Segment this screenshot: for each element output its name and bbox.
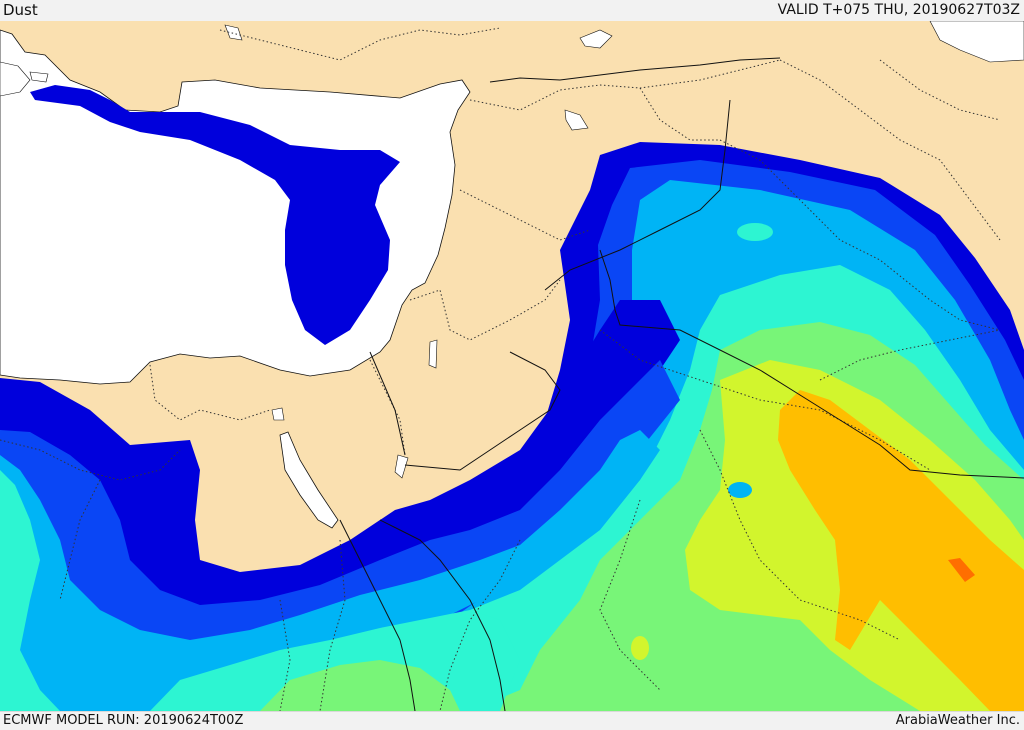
major-borders bbox=[339, 57, 1024, 711]
map-title: Dust bbox=[3, 1, 38, 19]
dust-plume-southwest bbox=[0, 300, 680, 711]
header-bar: Dust VALID T+075 THU, 20190627T03Z bbox=[0, 0, 1024, 22]
red-sea bbox=[279, 431, 339, 529]
footer-bar bbox=[0, 711, 1024, 730]
dust-plume-mediterranean bbox=[30, 85, 400, 345]
valid-time-label: VALID T+075 THU, 20190627T03Z bbox=[777, 2, 1020, 18]
country-borders bbox=[0, 27, 1001, 711]
dust-map bbox=[0, 21, 1024, 711]
credit-label: ArabiaWeather Inc. bbox=[895, 713, 1020, 728]
model-run-label: ECMWF MODEL RUN: 20190624T00Z bbox=[3, 713, 244, 728]
